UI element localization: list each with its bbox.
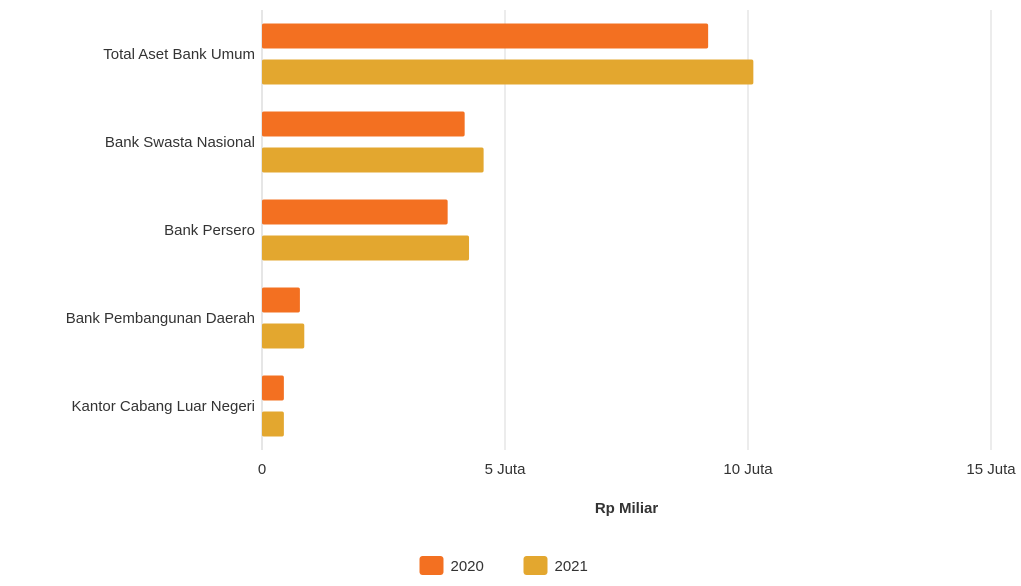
bar-2020[interactable]: [262, 375, 284, 401]
category-label: Bank Swasta Nasional: [105, 134, 255, 151]
bar-2021[interactable]: [262, 59, 754, 85]
category-label: Bank Pembangunan Daerah: [66, 310, 255, 327]
bar-2020[interactable]: [262, 111, 465, 137]
bars: [262, 23, 754, 437]
bar-2021[interactable]: [262, 411, 284, 437]
legend[interactable]: 2020 2021: [419, 556, 588, 575]
bar-2021[interactable]: [262, 323, 305, 349]
x-tick-label: 15 Juta: [966, 461, 1016, 478]
bar-2020[interactable]: [262, 287, 300, 313]
legend-label-2020[interactable]: 2020: [451, 558, 484, 575]
x-axis-title: Rp Miliar: [595, 500, 659, 517]
category-label: Total Aset Bank Umum: [103, 46, 255, 63]
bar-2021[interactable]: [262, 147, 484, 173]
legend-label-2021[interactable]: 2021: [555, 558, 588, 575]
category-labels: Total Aset Bank Umum Bank Swasta Nasional…: [66, 46, 255, 415]
x-tick-label: 0: [258, 461, 266, 478]
x-tick-label: 10 Juta: [723, 461, 773, 478]
x-tick-label: 5 Juta: [485, 461, 527, 478]
bar-2020[interactable]: [262, 199, 448, 225]
bar-2021[interactable]: [262, 235, 470, 261]
legend-swatch-2021[interactable]: [523, 556, 548, 575]
bar-2020[interactable]: [262, 23, 709, 49]
category-label: Bank Persero: [164, 222, 255, 239]
x-tick-labels: 0 5 Juta 10 Juta 15 Juta: [258, 461, 1016, 478]
legend-swatch-2020[interactable]: [419, 556, 444, 575]
category-label: Kantor Cabang Luar Negeri: [72, 398, 255, 415]
